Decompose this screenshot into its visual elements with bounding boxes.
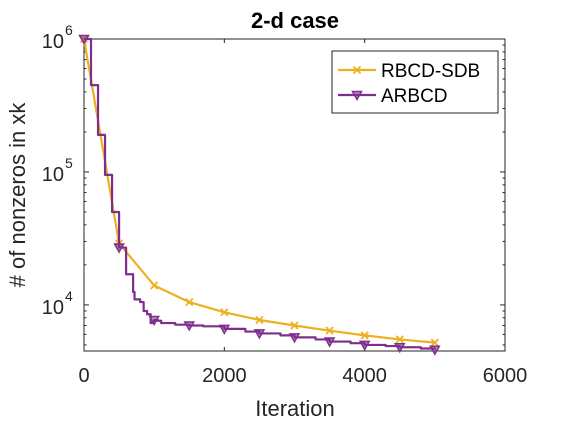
data-point [288, 333, 301, 344]
legend-box [331, 50, 499, 114]
y-axis-title: # of nonzeros in xk [5, 102, 30, 288]
data-point [290, 321, 299, 330]
y-tick-label-base: 10 [42, 31, 64, 53]
data-point [255, 315, 264, 325]
y-tick-label-exp: 5 [65, 155, 73, 171]
legend-label: ARBCD [381, 86, 448, 107]
data-point [352, 65, 362, 75]
data-point [148, 315, 160, 327]
legend-label: RBCD-SDB [381, 61, 480, 82]
x-axis: 0 2000 4000 6000 [78, 39, 527, 387]
data-point [185, 297, 194, 307]
data-point [183, 321, 196, 332]
x-axis-title: Iteration [255, 396, 335, 421]
data-point [360, 331, 369, 340]
x-tick-label: 6000 [483, 365, 528, 387]
data-point [395, 335, 404, 344]
chart-title: 2-d case [251, 8, 339, 33]
y-tick-label-base: 10 [42, 297, 64, 319]
data-point [358, 340, 371, 351]
x-tick-label: 0 [78, 365, 89, 387]
y-tick-label-exp: 4 [65, 288, 73, 304]
data-point [113, 243, 125, 254]
data-point [150, 281, 159, 290]
data-point [78, 34, 90, 46]
series-arbcd [78, 34, 441, 356]
data-point [253, 329, 266, 340]
y-tick-label-base: 10 [42, 164, 64, 186]
data-point [218, 324, 231, 335]
legend: RBCD-SDB ARBCD [331, 50, 499, 114]
data-point [430, 338, 439, 347]
data-point [220, 308, 229, 317]
data-point [393, 343, 406, 354]
data-point [429, 345, 441, 356]
data-point [351, 90, 363, 102]
x-tick-label: 4000 [342, 365, 387, 387]
data-point [323, 337, 336, 348]
x-tick-label: 2000 [202, 365, 247, 387]
y-tick-label-exp: 6 [65, 22, 73, 38]
data-point [325, 326, 334, 335]
series-layer [78, 34, 441, 356]
